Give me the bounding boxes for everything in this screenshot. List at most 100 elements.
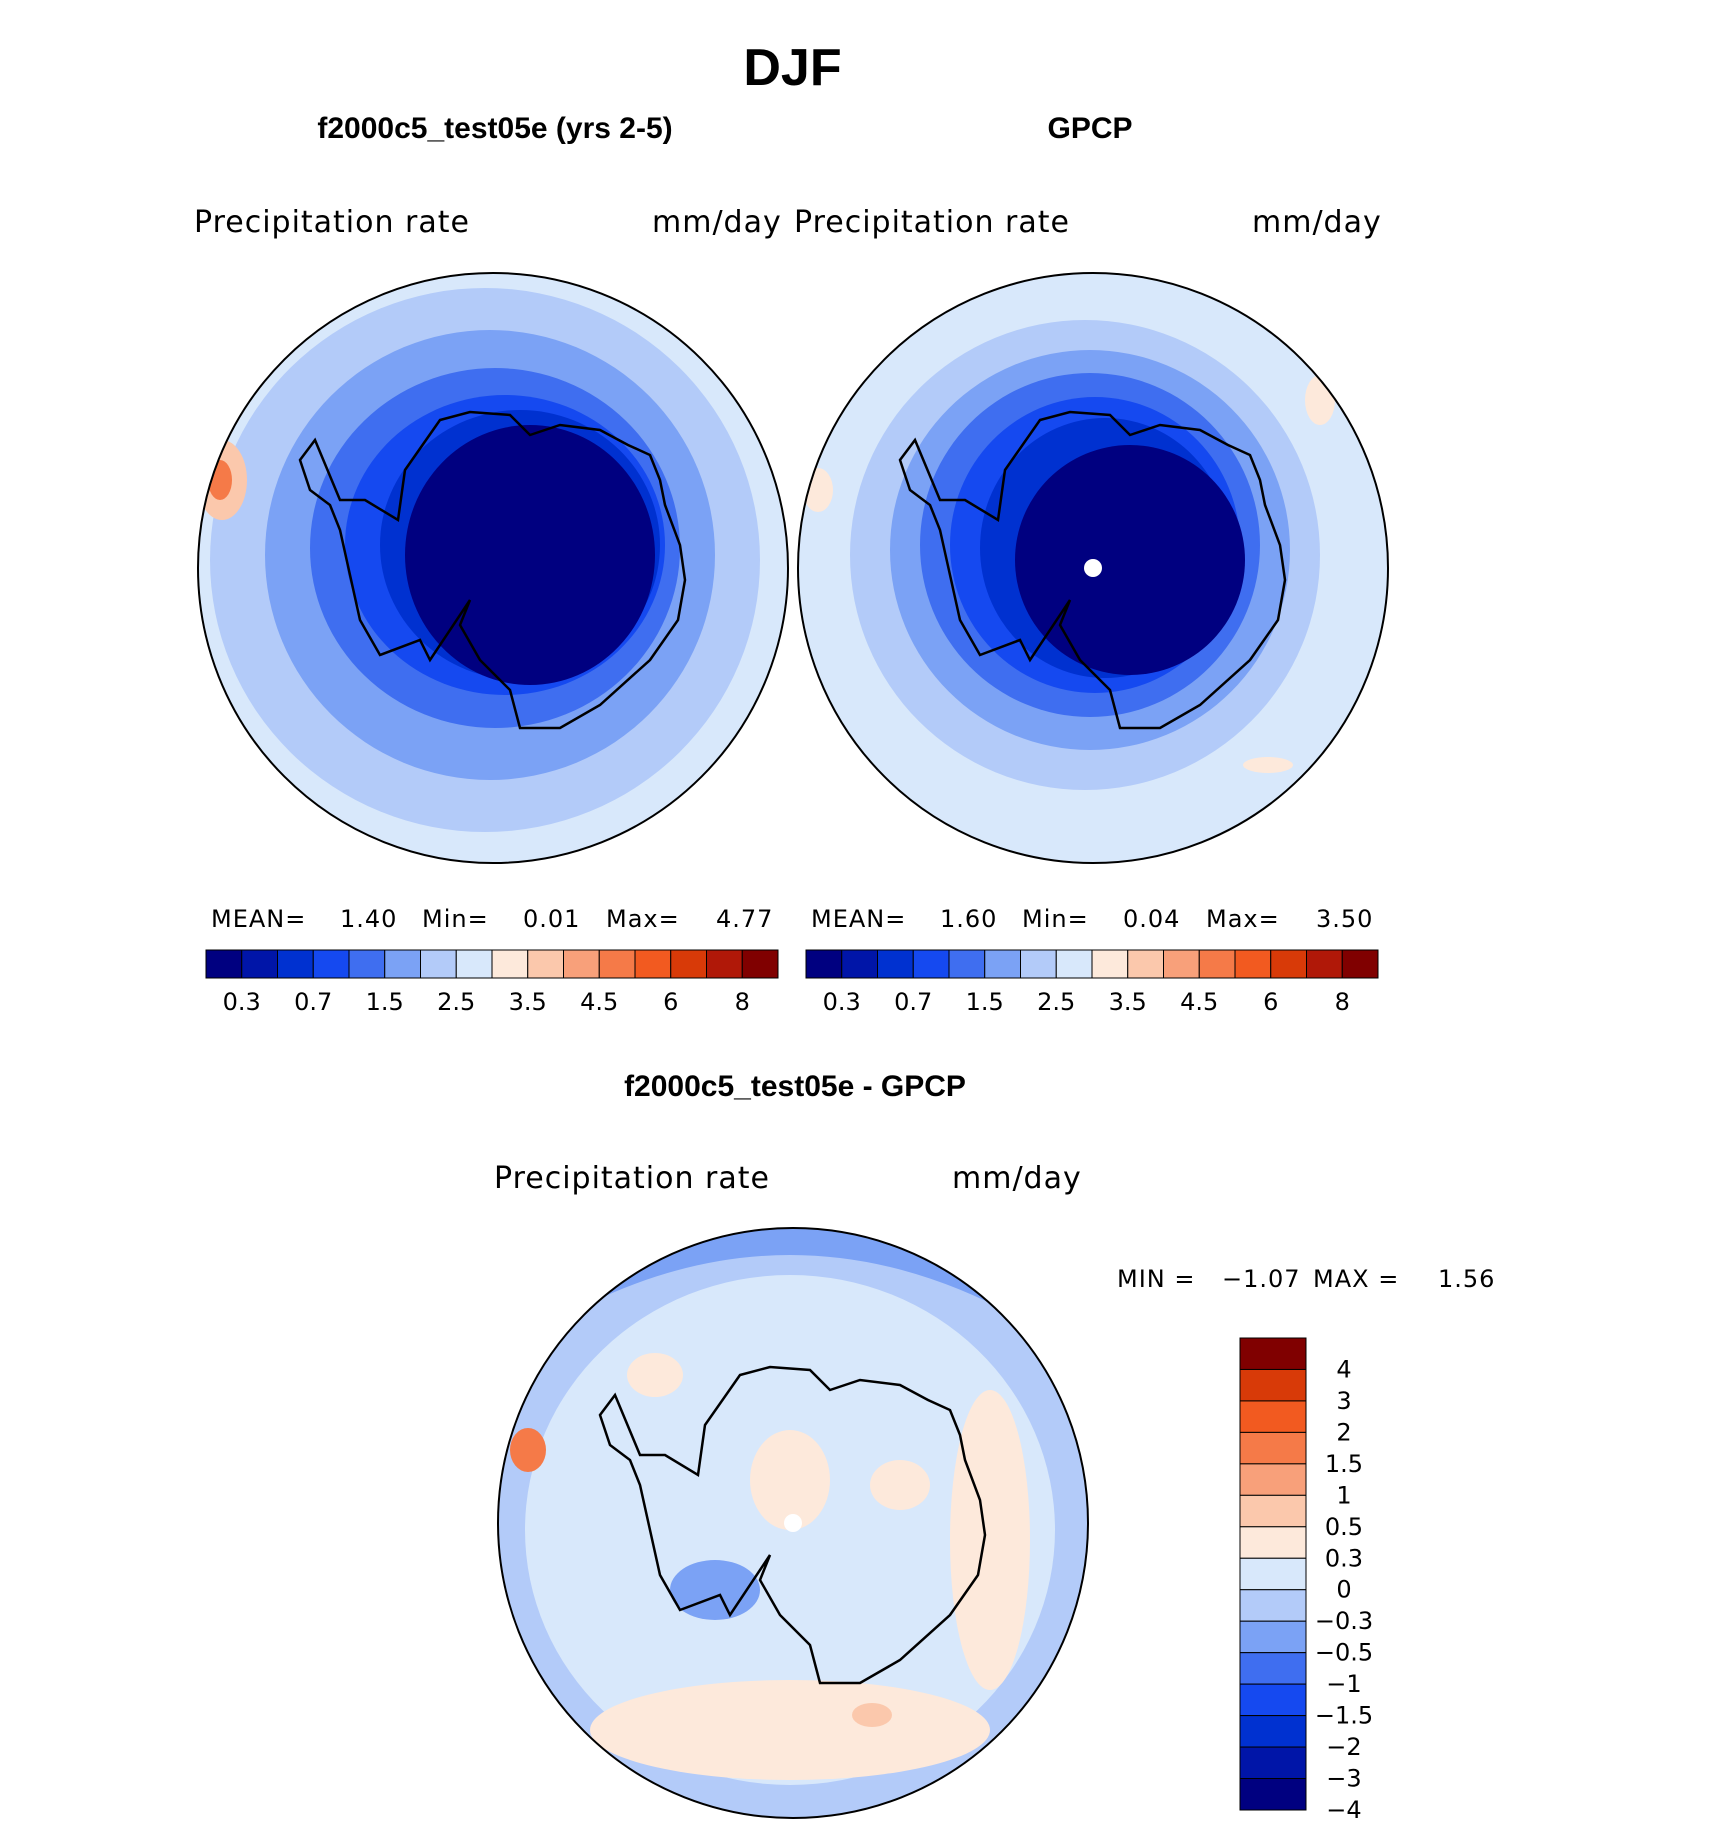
diff-swatch-5 <box>1239 1494 1307 1528</box>
diff-coastline <box>598 1365 987 1685</box>
map-obs <box>798 273 1388 863</box>
model-tick-1: 0.7 <box>294 988 332 1016</box>
obs-tick-6: 6 <box>1263 988 1278 1016</box>
obs-tick-0: 0.3 <box>823 988 861 1016</box>
diff-tick-5: 0.5 <box>1325 1513 1363 1541</box>
model-swatch-8 <box>491 949 529 979</box>
model-mean-value: 1.40 <box>340 905 398 933</box>
obs-swatch-2 <box>877 949 914 979</box>
obs-tick-7: 8 <box>1335 988 1350 1016</box>
diff-warm-arc-east <box>950 1390 1030 1690</box>
diff-warm-patch-3 <box>870 1460 930 1510</box>
model-swatch-5 <box>384 949 421 979</box>
model-swatch-13 <box>670 949 707 979</box>
model-right-label: mm/day <box>652 205 782 240</box>
diff-swatch-13 <box>1239 1746 1307 1780</box>
diff-tick-1: 3 <box>1336 1387 1351 1415</box>
diff-swatch-12 <box>1239 1715 1307 1748</box>
diff-warm-south <box>852 1703 892 1727</box>
obs-tick-2: 1.5 <box>966 988 1004 1016</box>
obs-swatch-15 <box>1341 949 1379 979</box>
model-tick-7: 8 <box>735 988 750 1016</box>
obs-tick-4: 3.5 <box>1109 988 1147 1016</box>
diff-min-value: −1.07 <box>1222 1265 1301 1293</box>
diff-map-border <box>497 1227 1089 1819</box>
model-tick-2: 1.5 <box>366 988 404 1016</box>
obs-pole-marker <box>1084 559 1102 577</box>
obs-swatch-4 <box>948 949 986 979</box>
colorbar-model: 0.3 0.7 1.5 2.5 3.5 4.5 6 8 <box>205 949 779 1016</box>
obs-swatch-14 <box>1306 949 1343 979</box>
obs-max-label: Max= <box>1206 905 1280 933</box>
model-min-value: 0.01 <box>523 905 581 933</box>
model-swatch-3 <box>312 949 350 979</box>
obs-tick-1: 0.7 <box>894 988 932 1016</box>
diff-tick-6: 0.3 <box>1325 1544 1363 1572</box>
obs-swatch-8 <box>1091 949 1129 979</box>
diff-tick-3: 1.5 <box>1325 1450 1363 1478</box>
diff-warm-arc-south <box>590 1680 990 1780</box>
diff-tick-4: 1 <box>1336 1481 1351 1509</box>
colorbar-obs: 0.3 0.7 1.5 2.5 3.5 4.5 6 8 <box>805 949 1379 1016</box>
diff-tick-13: −3 <box>1326 1765 1361 1793</box>
obs-swatch-3 <box>912 949 950 979</box>
map-model <box>198 273 788 863</box>
diff-max-value: 1.56 <box>1438 1265 1496 1293</box>
obs-swatch-0 <box>805 949 843 979</box>
diff-right-label: mm/day <box>952 1161 1082 1196</box>
diff-tick-0: 4 <box>1336 1355 1351 1383</box>
diff-swatch-4 <box>1239 1463 1307 1496</box>
obs-right-label: mm/day <box>1252 205 1382 240</box>
diff-tick-7: 0 <box>1336 1576 1351 1604</box>
diff-swatch-10 <box>1239 1652 1307 1685</box>
model-tick-6: 6 <box>663 988 678 1016</box>
colorbar-diff: 4 3 2 1.5 1 0.5 0.3 0 −0.3 −0.5 −1 −1.5 −2 −3 −4 <box>1239 1337 1373 1824</box>
panel-title-obs: GPCP <box>1047 112 1133 145</box>
model-max-value: 4.77 <box>716 905 774 933</box>
diff-tick-14: −4 <box>1326 1796 1361 1824</box>
diff-swatch-11 <box>1239 1683 1307 1717</box>
diff-max-label: MAX = <box>1313 1265 1400 1293</box>
model-swatch-10 <box>563 949 600 979</box>
model-max-label: Max= <box>606 905 680 933</box>
diff-tick-12: −2 <box>1326 1733 1361 1761</box>
diff-left-label: Precipitation rate <box>494 1161 770 1196</box>
obs-left-label: Precipitation rate <box>794 205 1070 240</box>
diff-swatch-0 <box>1239 1337 1307 1370</box>
model-left-label: Precipitation rate <box>194 205 470 240</box>
model-tick-3: 2.5 <box>437 988 475 1016</box>
model-swatch-1 <box>241 949 278 979</box>
diff-tick-10: −1 <box>1326 1670 1361 1698</box>
diff-swatch-2 <box>1239 1400 1307 1433</box>
model-min-label: Min= <box>422 905 489 933</box>
model-swatch-7 <box>455 949 493 979</box>
panel-title-diff: f2000c5_test05e - GPCP <box>624 1070 966 1103</box>
diff-warm-patch-2 <box>750 1430 830 1530</box>
panel-title-model: f2000c5_test05e (yrs 2-5) <box>317 112 673 145</box>
model-swatch-12 <box>634 949 672 979</box>
main-title: DJF <box>743 39 842 97</box>
diff-min-label: MIN = <box>1117 1265 1196 1293</box>
model-swatch-14 <box>706 949 743 979</box>
obs-tick-3: 2.5 <box>1037 988 1075 1016</box>
model-map-border <box>197 272 789 864</box>
diff-swatch-1 <box>1239 1368 1307 1402</box>
diff-swatch-6 <box>1239 1526 1307 1559</box>
obs-tick-5: 4.5 <box>1180 988 1218 1016</box>
model-swatch-9 <box>527 949 564 979</box>
diff-swatch-9 <box>1239 1620 1307 1654</box>
diff-tick-9: −0.5 <box>1315 1639 1373 1667</box>
model-tick-0: 0.3 <box>223 988 261 1016</box>
model-swatch-15 <box>741 949 779 979</box>
obs-map-border <box>797 272 1389 864</box>
model-coastline <box>298 410 687 730</box>
diff-tick-8: −0.3 <box>1315 1607 1373 1635</box>
model-swatch-2 <box>277 949 314 979</box>
obs-swatch-7 <box>1055 949 1093 979</box>
obs-band-0.3 <box>1015 445 1245 675</box>
obs-swatch-10 <box>1163 949 1200 979</box>
model-swatch-11 <box>598 949 636 979</box>
diff-warm-patch-1 <box>627 1353 683 1397</box>
model-tick-4: 3.5 <box>509 988 547 1016</box>
